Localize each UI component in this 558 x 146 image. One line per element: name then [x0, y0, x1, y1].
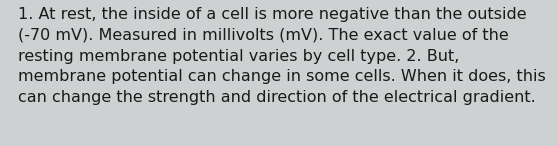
- Text: 1. At rest, the inside of a cell is more negative than the outside
(-70 mV). Mea: 1. At rest, the inside of a cell is more…: [18, 7, 546, 105]
